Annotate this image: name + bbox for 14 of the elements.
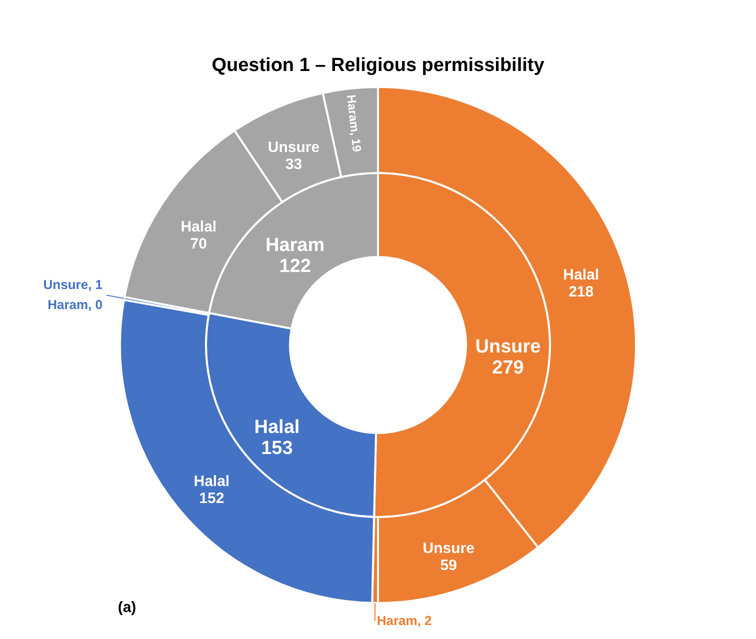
- data-label: Halal 153: [254, 416, 300, 459]
- data-label: Halal 152: [194, 473, 230, 508]
- data-label: Unsure 59: [422, 540, 474, 574]
- data-label: Halal 218: [563, 266, 600, 300]
- data-label: Haram, 19: [344, 94, 364, 153]
- data-label: Unsure 279: [475, 336, 541, 378]
- data-label: Halal 70: [180, 218, 217, 252]
- chart-title: Question 1 – Religious permissibility: [212, 55, 545, 76]
- text: (a): [118, 599, 136, 616]
- data-label: Unsure, 1: [43, 277, 103, 292]
- data-label: Haram 122: [265, 234, 325, 277]
- text: Haram, 0: [48, 297, 103, 312]
- data-label: Unsure 33: [268, 139, 320, 174]
- data-label: Haram, 2: [376, 612, 432, 628]
